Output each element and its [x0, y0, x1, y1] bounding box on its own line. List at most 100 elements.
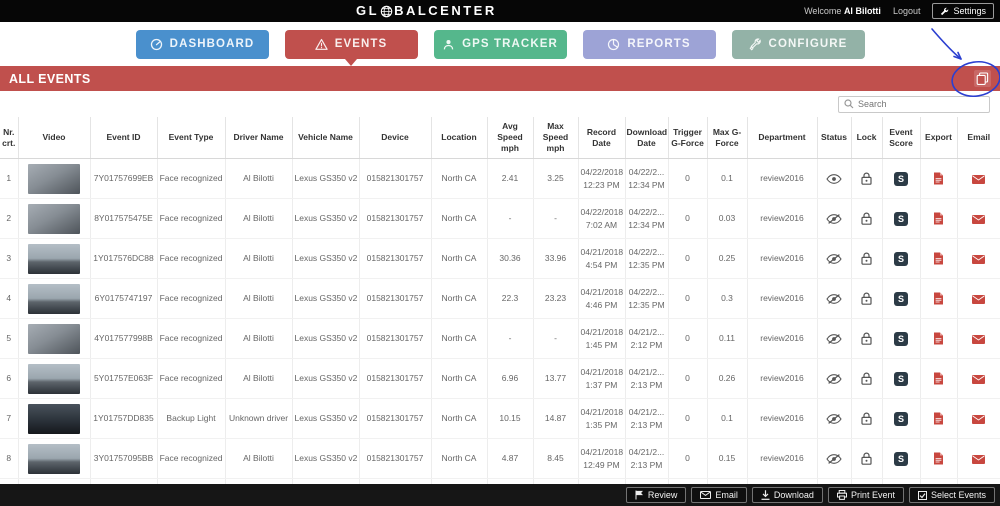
device-id: 015821301757: [359, 398, 432, 440]
pdf-export-icon[interactable]: [933, 332, 944, 345]
tab-gps-tracker[interactable]: GPS TRACKER: [433, 29, 567, 59]
nav-tabs: DASHBOARD EVENTS GPS TRACKER REPORTS CONFIGU…: [0, 22, 1000, 66]
event-score-icon[interactable]: S: [894, 411, 908, 426]
search-icon: [844, 99, 854, 109]
pdf-export-icon[interactable]: [933, 372, 944, 385]
event-score-icon[interactable]: S: [894, 211, 908, 226]
lock-cell: [851, 438, 883, 480]
eye-off-icon[interactable]: [826, 374, 842, 385]
max-g-force: 0.3: [707, 278, 748, 320]
lock-icon[interactable]: [861, 212, 872, 226]
eye-off-icon[interactable]: [826, 294, 842, 305]
lock-icon[interactable]: [861, 412, 872, 426]
max-g-force: 0.03: [707, 198, 748, 240]
pdf-export-icon[interactable]: [933, 412, 944, 425]
pdf-export-icon[interactable]: [933, 452, 944, 465]
table-row: 1 7Y01757699EB Face recognized Al Bilotti Le…: [0, 158, 1000, 200]
video-thumbnail[interactable]: [28, 283, 80, 314]
eye-icon[interactable]: [826, 174, 842, 185]
eye-off-icon[interactable]: [826, 414, 842, 425]
event-score-icon[interactable]: S: [894, 331, 908, 346]
email-cell: [957, 318, 1000, 360]
search-row: [0, 91, 1000, 117]
download-date: 04/21/2... 2:12 PM: [625, 318, 669, 360]
pdf-export-icon[interactable]: [933, 252, 944, 265]
logout-link[interactable]: Logout: [892, 6, 921, 16]
column-header: Event Score: [882, 117, 921, 160]
lock-cell: [851, 398, 883, 440]
column-header: Download Date: [625, 117, 669, 160]
tab-configure[interactable]: CONFIGURE: [731, 29, 865, 59]
tab-label: EVENTS: [334, 38, 388, 50]
video-cell: [18, 318, 91, 360]
tab-label: GPS TRACKER: [462, 38, 558, 50]
lock-icon[interactable]: [861, 332, 872, 346]
event-score-icon[interactable]: S: [894, 171, 908, 186]
column-header: Video: [18, 117, 91, 160]
column-header: Event Type: [157, 117, 226, 160]
review-button[interactable]: Review: [625, 487, 687, 503]
tab-events[interactable]: EVENTS: [284, 29, 418, 66]
email-icon[interactable]: [972, 174, 986, 184]
video-thumbnail[interactable]: [28, 163, 80, 194]
lock-icon[interactable]: [861, 252, 872, 266]
search-input[interactable]: [858, 99, 984, 109]
lock-icon[interactable]: [861, 452, 872, 466]
vehicle-name: Lexus GS350 v2: [292, 278, 360, 320]
page-title: ALL EVENTS: [9, 71, 91, 86]
event-score-icon[interactable]: S: [894, 451, 908, 466]
download-date: 04/22/2... 12:35 PM: [625, 238, 669, 280]
lock-icon[interactable]: [861, 172, 872, 186]
download-button[interactable]: Download: [751, 487, 823, 503]
tools-icon: [749, 37, 762, 51]
email-icon[interactable]: [972, 214, 986, 224]
eye-off-icon[interactable]: [826, 214, 842, 225]
user-name: Al Bilotti: [843, 6, 881, 16]
settings-button[interactable]: Settings: [932, 3, 994, 19]
select-events-button[interactable]: Select Events: [908, 487, 995, 503]
pdf-export-icon[interactable]: [933, 292, 944, 305]
row-number: 2: [0, 198, 19, 240]
flag-icon: [635, 490, 644, 500]
table-row: 3 1Y017576DC88 Face recognized Al Bilotti Le…: [0, 238, 1000, 280]
active-tab-caret: [345, 58, 357, 66]
video-thumbnail[interactable]: [28, 363, 80, 394]
column-header: Record Date: [578, 117, 626, 160]
email-icon[interactable]: [972, 254, 986, 264]
export-cell: [920, 158, 958, 200]
video-thumbnail[interactable]: [28, 203, 80, 234]
event-score-icon[interactable]: S: [894, 251, 908, 266]
event-score-icon[interactable]: S: [894, 371, 908, 386]
email-icon[interactable]: [972, 414, 986, 424]
column-header: Avg Speed mph: [487, 117, 534, 160]
tab-reports[interactable]: REPORTS: [582, 29, 716, 59]
email-icon[interactable]: [972, 374, 986, 384]
event-score-icon[interactable]: S: [894, 291, 908, 306]
eye-off-icon[interactable]: [826, 454, 842, 465]
lock-icon[interactable]: [861, 292, 872, 306]
copy-events-icon[interactable]: [974, 70, 991, 87]
avg-speed: 30.36: [487, 238, 534, 280]
email-icon[interactable]: [972, 334, 986, 344]
department: review2016: [747, 198, 818, 240]
topbar: GL BALCENTER Welcome Al Bilotti Logout S…: [0, 0, 1000, 22]
status-cell: [817, 398, 852, 440]
pdf-export-icon[interactable]: [933, 172, 944, 185]
avg-speed: 4.87: [487, 438, 534, 480]
row-number: 1: [0, 158, 19, 200]
tab-dashboard[interactable]: DASHBOARD: [135, 29, 269, 59]
table-header-row: Nr. crt. Video Event ID Event Type Driver Na…: [0, 117, 1000, 160]
video-thumbnail[interactable]: [28, 443, 80, 474]
email-button[interactable]: Email: [691, 487, 747, 503]
video-thumbnail[interactable]: [28, 323, 80, 354]
print-event-button[interactable]: Print Event: [827, 487, 904, 503]
lock-icon[interactable]: [861, 372, 872, 386]
eye-off-icon[interactable]: [826, 334, 842, 345]
email-icon[interactable]: [972, 294, 986, 304]
pdf-export-icon[interactable]: [933, 212, 944, 225]
video-thumbnail[interactable]: [28, 243, 80, 274]
event-id: 1Y01757DD835: [90, 398, 158, 440]
email-icon[interactable]: [972, 454, 986, 464]
eye-off-icon[interactable]: [826, 254, 842, 265]
video-thumbnail[interactable]: [28, 403, 80, 434]
